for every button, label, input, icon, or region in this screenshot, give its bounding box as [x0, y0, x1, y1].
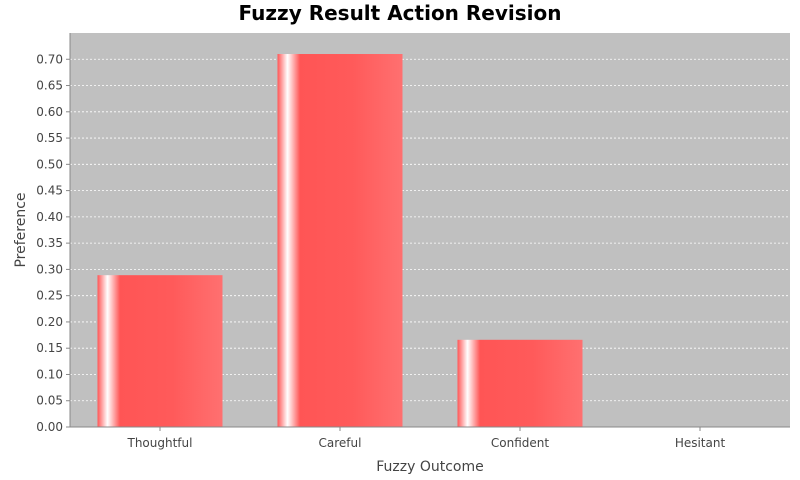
y-tick-label: 0.65	[36, 79, 63, 93]
y-tick-label: 0.05	[36, 394, 63, 408]
y-tick-label: 0.45	[36, 184, 63, 198]
y-tick-label: 0.40	[36, 210, 63, 224]
y-tick-label: 0.00	[36, 420, 63, 434]
x-tick-label: Thoughtful	[127, 436, 193, 450]
x-axis-label: Fuzzy Outcome	[376, 459, 484, 475]
y-tick-label: 0.30	[36, 262, 63, 276]
x-tick-label: Careful	[319, 436, 362, 450]
y-tick-label: 0.35	[36, 236, 63, 250]
y-tick-label: 0.20	[36, 315, 63, 329]
bar-confident	[457, 339, 583, 427]
bar-thoughtful	[97, 275, 223, 427]
y-tick-label: 0.70	[36, 52, 63, 66]
y-axis-label: Preference	[13, 192, 29, 267]
bar-careful	[277, 54, 403, 427]
y-axis-ticks: 0.00 0.05 0.10 0.15 0.20 0.25 0.30 0.35 0.40 0.45…	[36, 52, 70, 434]
y-tick-label: 0.10	[36, 367, 63, 381]
y-tick-label: 0.55	[36, 131, 63, 145]
x-tick-label: Confident	[491, 436, 549, 450]
y-tick-label: 0.60	[36, 105, 63, 119]
y-tick-label: 0.15	[36, 341, 63, 355]
chart-title: Fuzzy Result Action Revision	[239, 1, 562, 25]
y-tick-label: 0.50	[36, 157, 63, 171]
x-tick-label: Hesitant	[675, 436, 726, 450]
y-tick-label: 0.25	[36, 289, 63, 303]
x-axis-ticks: Thoughtful Careful Confident Hesitant	[127, 427, 726, 450]
bars	[97, 54, 583, 427]
